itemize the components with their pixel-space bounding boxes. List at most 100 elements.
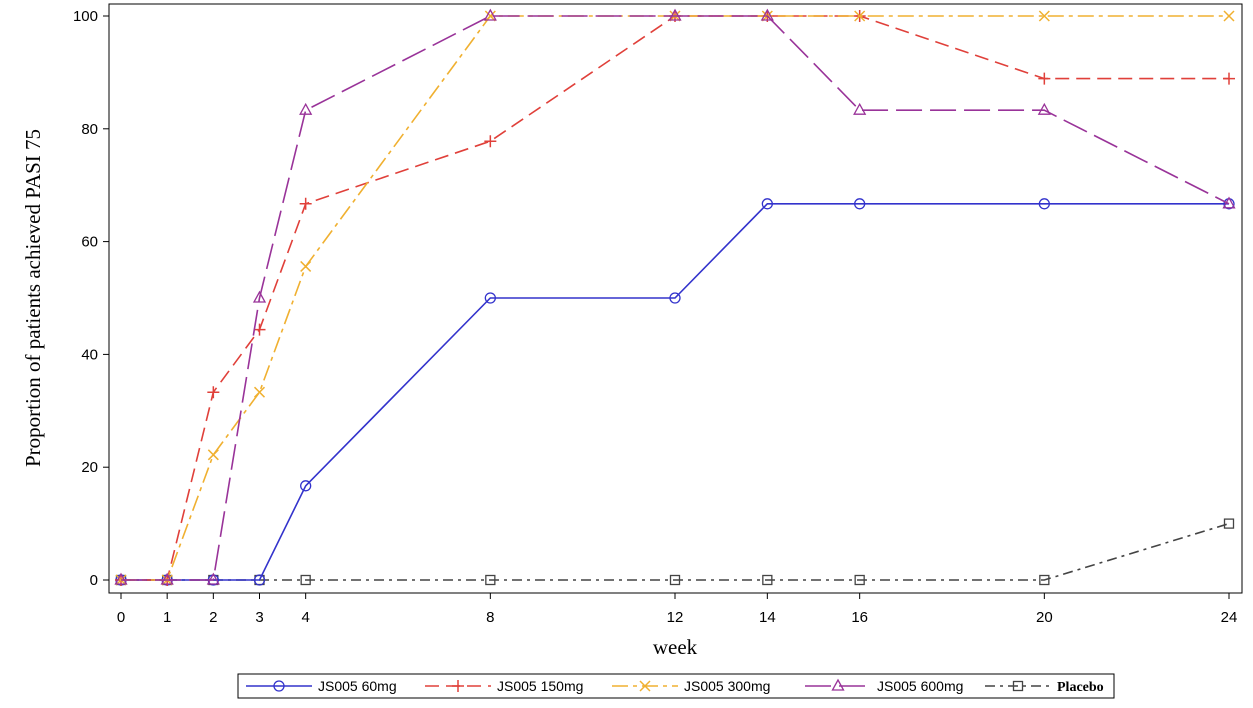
data-point-js005-60mg-shape xyxy=(854,198,866,210)
data-point-placebo-shape xyxy=(1039,574,1050,586)
data-point-js005-60mg-shape xyxy=(253,574,266,586)
legend-marker xyxy=(452,680,464,692)
data-point-js005-300mg-shape xyxy=(854,10,866,22)
x-tick-label: 3 xyxy=(255,609,263,626)
legend-item-js005-600mg: JS005 600mg xyxy=(805,678,963,694)
data-point-js005-600mg xyxy=(483,8,497,21)
x-axis: 0 1 2 3 4 8 12 14 16 20 24 xyxy=(117,593,1238,626)
x-tick-label: 14 xyxy=(759,609,776,626)
legend-label: JS005 600mg xyxy=(877,678,963,694)
y-tick-label: 0 xyxy=(90,572,98,589)
series-layer xyxy=(114,8,1236,586)
data-point-js005-600mg-shape xyxy=(853,102,867,115)
legend-marker-shape xyxy=(831,678,845,691)
data-point-js005-150mg xyxy=(253,323,266,336)
data-point-js005-60mg xyxy=(253,574,266,586)
y-tick-label: 40 xyxy=(81,346,98,363)
data-point-js005-150mg-shape xyxy=(299,197,312,210)
data-point-js005-150mg-shape xyxy=(253,323,266,336)
x-tick-label: 12 xyxy=(667,609,684,626)
legend-label: JS005 60mg xyxy=(318,678,397,694)
y-axis: 0 20 40 60 80 100 xyxy=(73,8,109,589)
data-point-js005-150mg xyxy=(207,386,220,399)
data-point-placebo-shape xyxy=(669,574,681,586)
data-point-placebo-shape xyxy=(1223,518,1235,529)
data-point-placebo xyxy=(854,574,865,586)
data-point-js005-150mg xyxy=(299,197,312,210)
data-point-js005-150mg-shape xyxy=(207,386,220,399)
data-point-js005-300mg-shape xyxy=(1038,10,1050,22)
data-point-js005-150mg xyxy=(1223,72,1235,85)
y-tick-label: 100 xyxy=(73,8,98,25)
data-point-js005-600mg-shape xyxy=(252,290,267,303)
y-tick-label: 60 xyxy=(81,234,98,251)
series-line-placebo xyxy=(121,522,1230,581)
x-axis-title: week xyxy=(653,635,698,659)
x-tick-label: 24 xyxy=(1221,609,1238,626)
legend-marker-shape xyxy=(452,680,464,692)
x-tick-label: 8 xyxy=(486,609,494,626)
data-point-js005-300mg xyxy=(1038,10,1050,22)
x-tick-label: 20 xyxy=(1036,609,1053,626)
legend-marker-shape xyxy=(273,680,285,692)
data-point-js005-600mg xyxy=(252,290,267,303)
data-point-js005-600mg-shape xyxy=(1037,102,1051,115)
data-point-js005-600mg-shape xyxy=(483,8,497,21)
data-point-js005-600mg xyxy=(299,102,313,115)
x-tick-label: 0 xyxy=(117,609,125,626)
data-point-js005-60mg-shape xyxy=(484,292,496,304)
data-point-js005-60mg xyxy=(484,292,496,304)
data-point-js005-300mg-shape xyxy=(253,386,266,398)
data-point-placebo-shape xyxy=(854,574,865,586)
legend-marker xyxy=(1012,680,1024,692)
legend-marker-shape xyxy=(639,680,651,692)
data-point-js005-150mg-shape xyxy=(484,135,497,148)
data-point-js005-60mg-shape xyxy=(761,198,773,210)
data-point-placebo xyxy=(1039,574,1050,586)
data-point-placebo xyxy=(300,574,311,586)
y-axis-title: Proportion of patients achieved PASI 75 xyxy=(21,129,45,467)
data-point-js005-300mg xyxy=(484,10,496,22)
legend-marker xyxy=(831,678,845,691)
data-point-js005-60mg-shape xyxy=(1038,198,1050,210)
data-point-js005-600mg xyxy=(114,572,128,585)
data-point-js005-300mg xyxy=(253,386,266,398)
legend-label: JS005 300mg xyxy=(684,678,770,694)
data-point-js005-60mg xyxy=(669,292,681,304)
data-point-js005-600mg-shape xyxy=(1222,196,1236,209)
data-point-js005-600mg-shape xyxy=(160,572,174,585)
legend-marker-shape xyxy=(1012,680,1024,692)
series-js005-600mg xyxy=(114,8,1236,585)
data-point-js005-600mg xyxy=(206,572,220,585)
x-tick-label: 4 xyxy=(301,609,309,626)
series-line-js005-600mg xyxy=(121,15,1230,581)
series-js005-60mg xyxy=(115,198,1235,586)
data-point-js005-300mg xyxy=(854,10,866,22)
data-point-js005-150mg xyxy=(484,135,497,148)
legend-marker xyxy=(273,680,285,692)
data-point-js005-60mg xyxy=(761,198,773,210)
series-line-js005-150mg xyxy=(121,15,1229,581)
legend-item-js005-60mg: JS005 60mg xyxy=(246,678,397,694)
y-tick-label: 20 xyxy=(81,459,98,476)
data-point-js005-150mg-shape xyxy=(1223,72,1235,85)
legend-label: Placebo xyxy=(1057,680,1104,695)
data-point-js005-300mg-shape xyxy=(300,260,312,272)
data-point-js005-600mg-shape xyxy=(206,572,220,585)
data-point-js005-300mg xyxy=(1223,10,1235,22)
data-point-js005-60mg-shape xyxy=(669,292,681,304)
data-point-js005-300mg xyxy=(207,449,219,461)
legend-marker xyxy=(639,680,651,692)
data-point-js005-600mg-shape xyxy=(760,8,774,21)
series-line-js005-60mg xyxy=(121,203,1229,581)
data-point-placebo-shape xyxy=(485,574,496,586)
data-point-js005-600mg xyxy=(668,8,682,21)
data-point-placebo-shape xyxy=(300,574,311,586)
legend-item-js005-300mg: JS005 300mg xyxy=(612,678,770,694)
data-point-js005-600mg xyxy=(1222,196,1236,209)
data-point-placebo xyxy=(669,574,681,586)
data-point-js005-150mg-shape xyxy=(1038,72,1051,85)
data-point-js005-60mg xyxy=(300,480,312,492)
data-point-placebo xyxy=(762,574,773,586)
